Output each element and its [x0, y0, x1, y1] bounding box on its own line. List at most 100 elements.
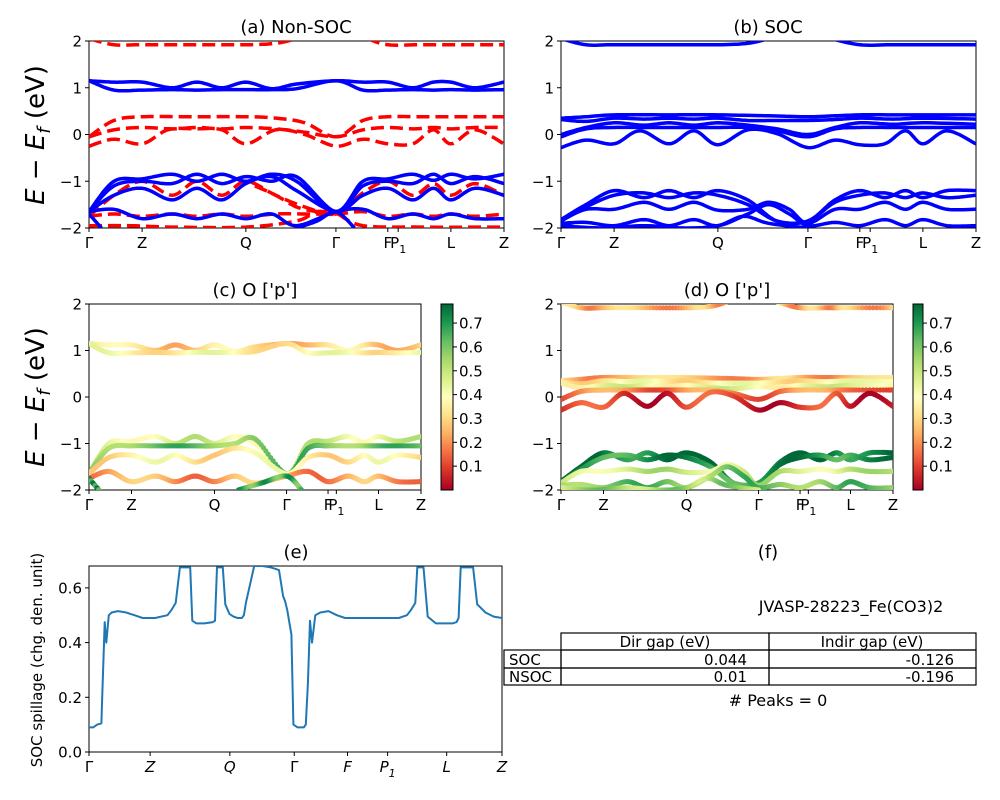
y-tick-label: 0.6 — [58, 579, 82, 597]
panel-c-colorbar: 0.1 0.2 0.3 0.4 0.5 0.6 0.7 — [440, 303, 483, 491]
panel-c-ylabel: E − Ef (eV) — [21, 327, 55, 467]
projection-point — [890, 374, 893, 381]
x-tick-label: L — [442, 758, 450, 776]
band-line-spin-up — [89, 78, 504, 93]
colorbar-tick-label: 0.4 — [459, 386, 483, 404]
x-tick-label: Γ — [332, 234, 341, 252]
x-tick-label: F — [324, 496, 333, 514]
colorbar-tick-label: 0.7 — [929, 315, 953, 333]
projection-point — [890, 450, 893, 456]
panel-d-title: (d) O ['p'] — [684, 280, 770, 301]
projection-point — [867, 305, 873, 311]
x-tick-label: L — [846, 496, 855, 514]
colorbar-tick-label: 0.7 — [459, 315, 483, 333]
y-tick-label: 1 — [544, 79, 554, 97]
projection-point — [96, 487, 102, 490]
colorbar-gradient — [440, 303, 454, 491]
x-tick-label: F — [796, 496, 805, 514]
band-line-bands — [561, 125, 976, 139]
table-row-label-soc: SOC — [509, 651, 541, 669]
projection-point — [870, 382, 876, 388]
x-tick-label: Z — [888, 496, 898, 514]
x-tick-label: Z — [137, 234, 147, 252]
band-line-spin-down — [254, 184, 337, 216]
panel-c-projected-bands: −2 −1 0 1 2 Γ Z Q Γ FP1 L Z — [60, 296, 426, 519]
band-line-spin-down — [89, 126, 504, 148]
projection-point — [890, 485, 893, 490]
band-line-spin-down — [89, 179, 504, 218]
colorbar-gradient — [912, 303, 924, 491]
y-tick-label: 2 — [544, 296, 554, 314]
colorbar-tick-label: 0.2 — [459, 434, 483, 452]
x-tick-label: L — [447, 234, 456, 252]
table-header-indir-gap: Indir gap (eV) — [821, 633, 924, 651]
x-tick-label: L — [374, 496, 383, 514]
colorbar-tick-label: 0.3 — [459, 410, 483, 428]
y-tick-label: 2 — [72, 33, 82, 51]
band-line-bands — [561, 127, 976, 150]
band-line-bands — [561, 120, 976, 137]
y-tick-label: −2 — [60, 482, 82, 500]
panel-f-title: (f) — [758, 542, 778, 563]
x-tick-label: P1 — [800, 496, 816, 518]
x-tick-label: F — [383, 234, 392, 252]
y-tick-label: −2 — [532, 220, 554, 238]
colorbar-tick-label: 0.1 — [929, 458, 953, 476]
y-tick-label: 2 — [72, 296, 82, 314]
axes-frame — [88, 303, 422, 491]
x-tick-label: Γ — [85, 234, 94, 252]
projection-point — [755, 487, 762, 490]
projection-point — [418, 479, 421, 485]
band-line-bands — [561, 116, 976, 124]
y-tick-label: −2 — [532, 482, 554, 500]
band-line-spin-down — [90, 41, 295, 47]
y-tick-label: −1 — [532, 173, 554, 191]
spillage-line — [89, 566, 502, 729]
y-tick-label: 0 — [72, 389, 82, 407]
bands-area — [89, 41, 504, 228]
x-tick-label: Z — [971, 234, 981, 252]
x-tick-label: Z — [598, 496, 608, 514]
bands-area — [561, 41, 976, 228]
colorbar-tick-label: 0.3 — [929, 410, 953, 428]
x-tick-label: Γ — [282, 496, 291, 514]
projection-point — [298, 487, 305, 490]
projection-point — [859, 305, 866, 311]
x-tick-label: L — [919, 234, 928, 252]
panel-a-nonsoc-bands: −2 −1 0 1 2 Γ Z Q Γ FP1 L Z — [60, 33, 509, 257]
x-tick-label: Q — [224, 758, 236, 776]
band-line-bands — [561, 112, 976, 120]
x-tick-label: Z — [496, 758, 508, 776]
band-line-spin-up — [295, 209, 356, 228]
material-id: JVASP-28223_Fe(CO3)2 — [758, 597, 944, 617]
y-tick-label: 0 — [544, 389, 554, 407]
x-tick-label: Z — [126, 496, 136, 514]
axes-frame — [88, 565, 503, 753]
projection-point — [418, 349, 421, 355]
gap-table — [503, 632, 977, 686]
axes-frame — [88, 40, 505, 229]
x-tick-label: Γ — [557, 234, 566, 252]
table-cell-soc-indir: -0.126 — [906, 651, 954, 669]
band-line-spin-up — [89, 172, 504, 214]
table-header-dir-gap: Dir gap (eV) — [620, 633, 711, 651]
projection-point — [870, 374, 876, 381]
projected-points — [561, 304, 893, 490]
band-line-spin-up — [89, 212, 103, 228]
band-line-spin-down — [89, 114, 504, 139]
projection-point — [867, 382, 873, 388]
x-tick-label: F — [343, 758, 352, 776]
band-line-spin-up — [89, 207, 504, 228]
y-tick-label: 2 — [544, 33, 554, 51]
panel-f-table-panel: JVASP-28223_Fe(CO3)2 Dir gap (eV) Indir … — [503, 597, 977, 710]
x-tick-label: Γ — [290, 758, 299, 776]
projection-point — [890, 403, 893, 409]
projection-point — [418, 454, 421, 460]
table-row-label-nsoc: NSOC — [509, 668, 552, 686]
projection-point — [418, 342, 421, 348]
band-line-spin-down — [368, 41, 504, 47]
band-line-bands — [561, 202, 976, 228]
projection-point — [725, 304, 729, 305]
x-tick-label: Z — [416, 496, 426, 514]
